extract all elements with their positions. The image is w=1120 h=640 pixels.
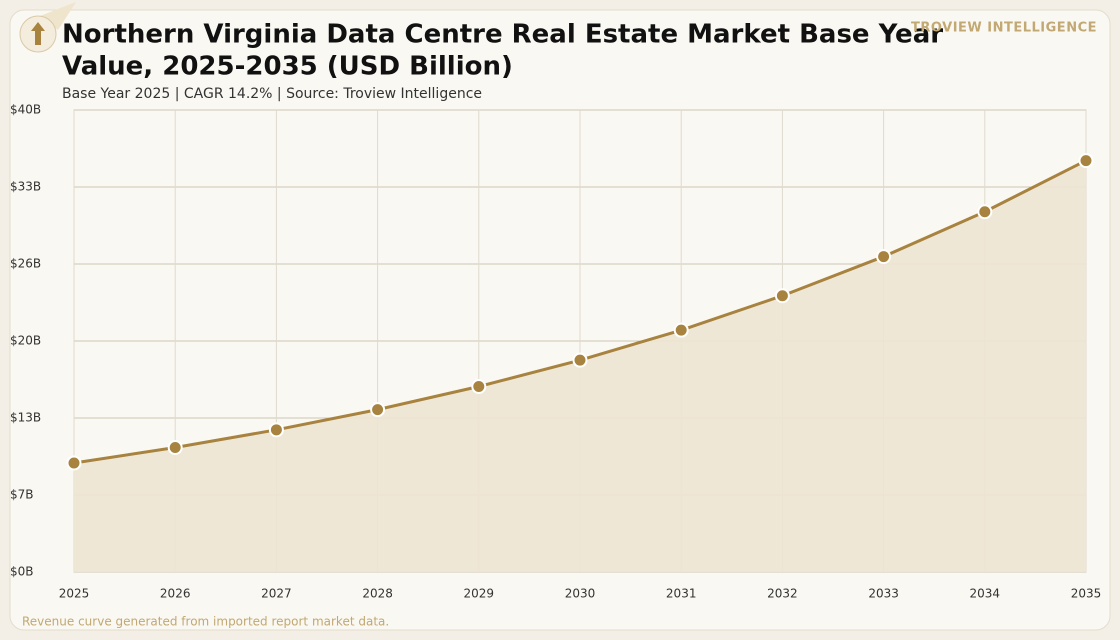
x-tick-label: 2031 [666,587,697,601]
y-tick-label: $13B [10,411,41,425]
brand: TROVIEW INTELLIGENCE [911,21,1097,36]
point [977,204,993,220]
point [370,402,386,418]
y-tick-label: $26B [10,256,41,270]
point [673,322,689,338]
chart-title: Northern Virginia Data Centre Real Estat… [62,20,943,50]
logo [19,2,76,53]
x-tick-label: 2026 [160,587,191,601]
x-tick-label: 2030 [565,587,596,601]
y-tick-label: $7B [10,487,34,501]
footer-note: Revenue curve generated from imported re… [22,615,389,629]
x-tick-label: 2027 [261,587,292,601]
y-tick-label: $0B [10,565,34,579]
x-tick-label: 2033 [868,587,899,601]
y-tick-label: $33B [10,180,41,194]
point [876,249,892,265]
point [1078,153,1094,169]
point [167,439,183,455]
x-tick-label: 2034 [970,587,1001,601]
point [572,352,588,368]
x-tick-label: 2032 [767,587,798,601]
x-tick-label: 2029 [464,587,495,601]
point [66,455,82,471]
point [471,379,487,395]
chart-title: Value, 2025-2035 (USD Billion) [62,52,513,82]
y-tick-label: $20B [10,334,41,348]
point [774,288,790,304]
x-tick-label: 2028 [362,587,393,601]
chart-subtitle: Base Year 2025 | CAGR 14.2% | Source: Tr… [62,86,482,102]
x-tick-label: 2035 [1071,587,1102,601]
y-tick-label: $40B [10,103,41,117]
x-tick-label: 2025 [59,587,90,601]
point [268,422,284,438]
